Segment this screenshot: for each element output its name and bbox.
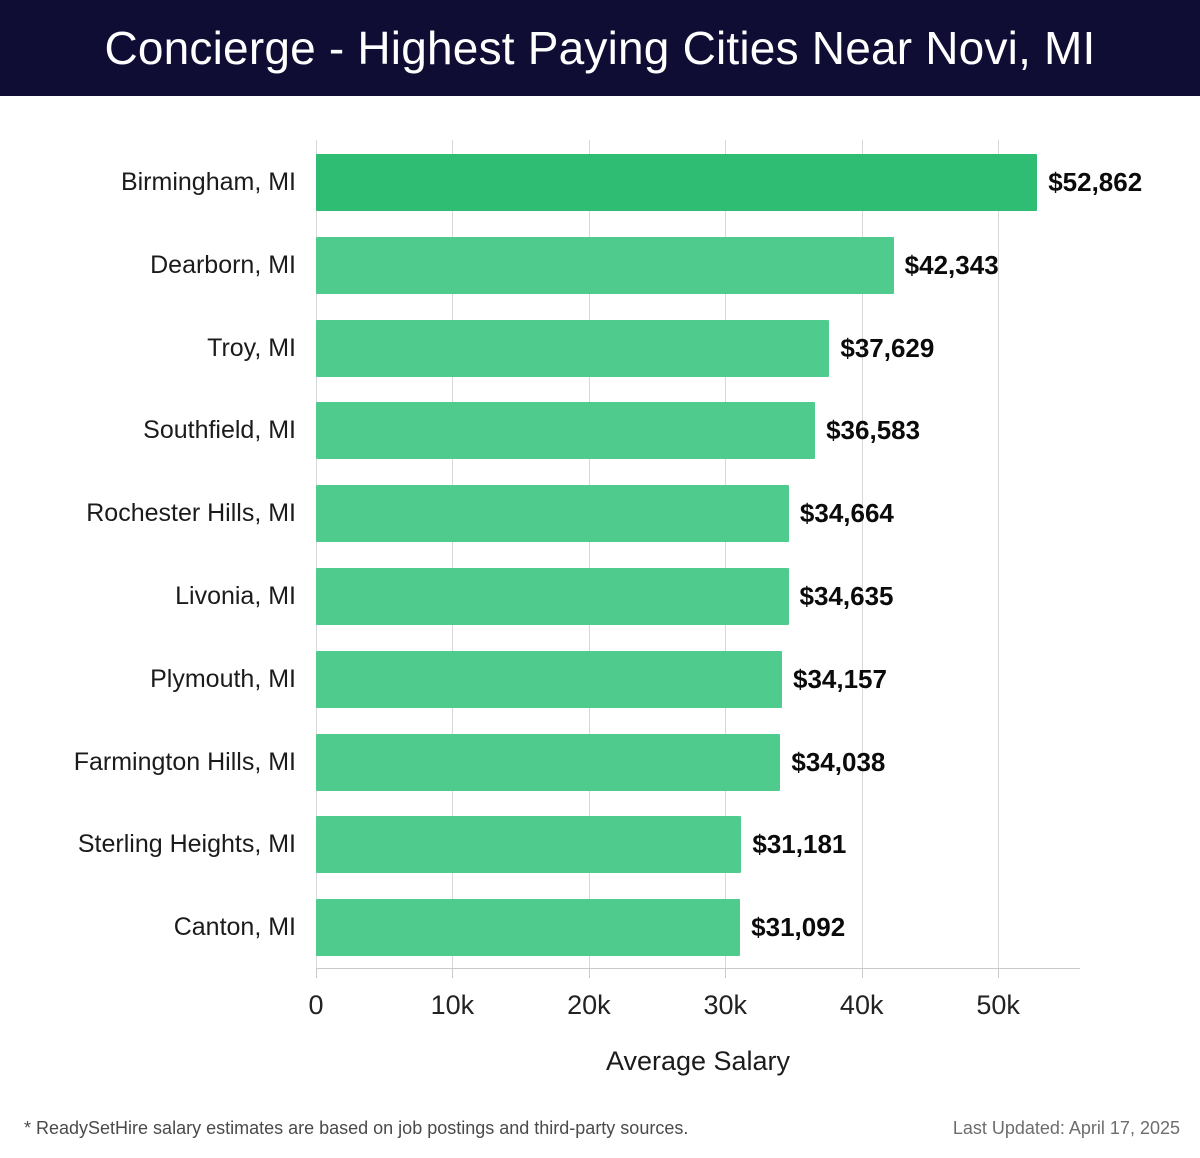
- category-label: Sterling Heights, MI: [77, 830, 296, 859]
- gridline: [725, 140, 727, 968]
- bar[interactable]: [316, 650, 782, 708]
- x-axis-tick: [452, 969, 454, 978]
- x-axis-tick: [725, 969, 727, 978]
- gridline: [998, 140, 1000, 968]
- gridline: [861, 140, 863, 968]
- bar[interactable]: [316, 485, 789, 543]
- x-axis-tick: [588, 969, 590, 978]
- x-axis-tick-label: 50k: [976, 990, 1020, 1020]
- bar-row[interactable]: Dearborn, MI $42,343: [0, 223, 1200, 308]
- bar[interactable]: [316, 568, 789, 625]
- bar[interactable]: [316, 816, 742, 874]
- bar[interactable]: [316, 319, 830, 377]
- bar-value-label: $36,583: [826, 415, 921, 446]
- footer-last-updated: Last Updated: April 17, 2025: [952, 1118, 1180, 1138]
- bar-row[interactable]: Farmington Hills, MI $34,038: [0, 720, 1200, 805]
- bar-row[interactable]: Plymouth, MI $34,157: [0, 637, 1200, 722]
- bar-row[interactable]: Southfield, MI $36,583: [0, 388, 1200, 473]
- bar-value-label: $37,629: [840, 332, 935, 363]
- plot-area: [316, 140, 1080, 968]
- gridline: [588, 140, 590, 968]
- category-label: Plymouth, MI: [150, 664, 296, 693]
- category-label: Livonia, MI: [175, 582, 296, 610]
- bar-value-label: $31,092: [751, 912, 846, 943]
- x-axis-tick-label: 0: [308, 990, 324, 1020]
- x-axis-tick: [316, 969, 317, 978]
- bar[interactable]: [316, 733, 781, 791]
- page-title: Concierge - Highest Paying Cities Near N…: [104, 22, 1096, 74]
- category-label: Canton, MI: [173, 913, 296, 942]
- x-axis-line: [316, 968, 1080, 969]
- x-axis-tick: [998, 969, 1000, 978]
- category-label: Birmingham, MI: [120, 168, 296, 196]
- bar-value-label: $34,664: [799, 498, 894, 529]
- category-label: Dearborn, MI: [150, 250, 296, 279]
- bar-value-label: $34,157: [792, 663, 887, 694]
- category-label: Troy, MI: [207, 333, 296, 362]
- x-axis-title: Average Salary: [605, 1046, 791, 1076]
- bar-value-label: $34,635: [799, 581, 894, 611]
- bar-value-label: $52,862: [1048, 167, 1143, 197]
- bar-value-label: $31,181: [752, 829, 847, 860]
- bar-row[interactable]: Canton, MI $31,092: [0, 885, 1200, 970]
- bar[interactable]: [316, 899, 741, 957]
- x-axis-tick-label: 20k: [567, 990, 611, 1020]
- bar-row[interactable]: Sterling Heights, MI $31,181: [0, 802, 1200, 887]
- x-axis-tick-label: 30k: [703, 990, 748, 1020]
- category-label: Rochester Hills, MI: [86, 499, 296, 528]
- bar-value-label: $34,038: [791, 746, 886, 777]
- bar-row[interactable]: Livonia, MI $34,635: [0, 554, 1200, 639]
- x-axis-tick-label: 40k: [839, 990, 884, 1020]
- bar-row[interactable]: Troy, MI $37,629: [0, 306, 1200, 391]
- x-axis-tick: [861, 969, 863, 978]
- footer-disclaimer: * ReadySetHire salary estimates are base…: [24, 1118, 689, 1138]
- bar-value-label: $42,343: [904, 249, 999, 280]
- bar[interactable]: [316, 236, 894, 294]
- bar[interactable]: [316, 154, 1038, 211]
- x-axis-tick-label: 10k: [430, 990, 475, 1020]
- category-label: Southfield, MI: [143, 416, 296, 445]
- bar-row[interactable]: Rochester Hills, MI $34,664: [0, 471, 1200, 556]
- bar-row[interactable]: Birmingham, MI $52,862: [0, 140, 1200, 225]
- gridline: [452, 140, 454, 968]
- bar[interactable]: [316, 402, 816, 460]
- title-banner: Concierge - Highest Paying Cities Near N…: [0, 0, 1200, 96]
- category-label: Farmington Hills, MI: [73, 747, 296, 776]
- gridline: [316, 140, 317, 968]
